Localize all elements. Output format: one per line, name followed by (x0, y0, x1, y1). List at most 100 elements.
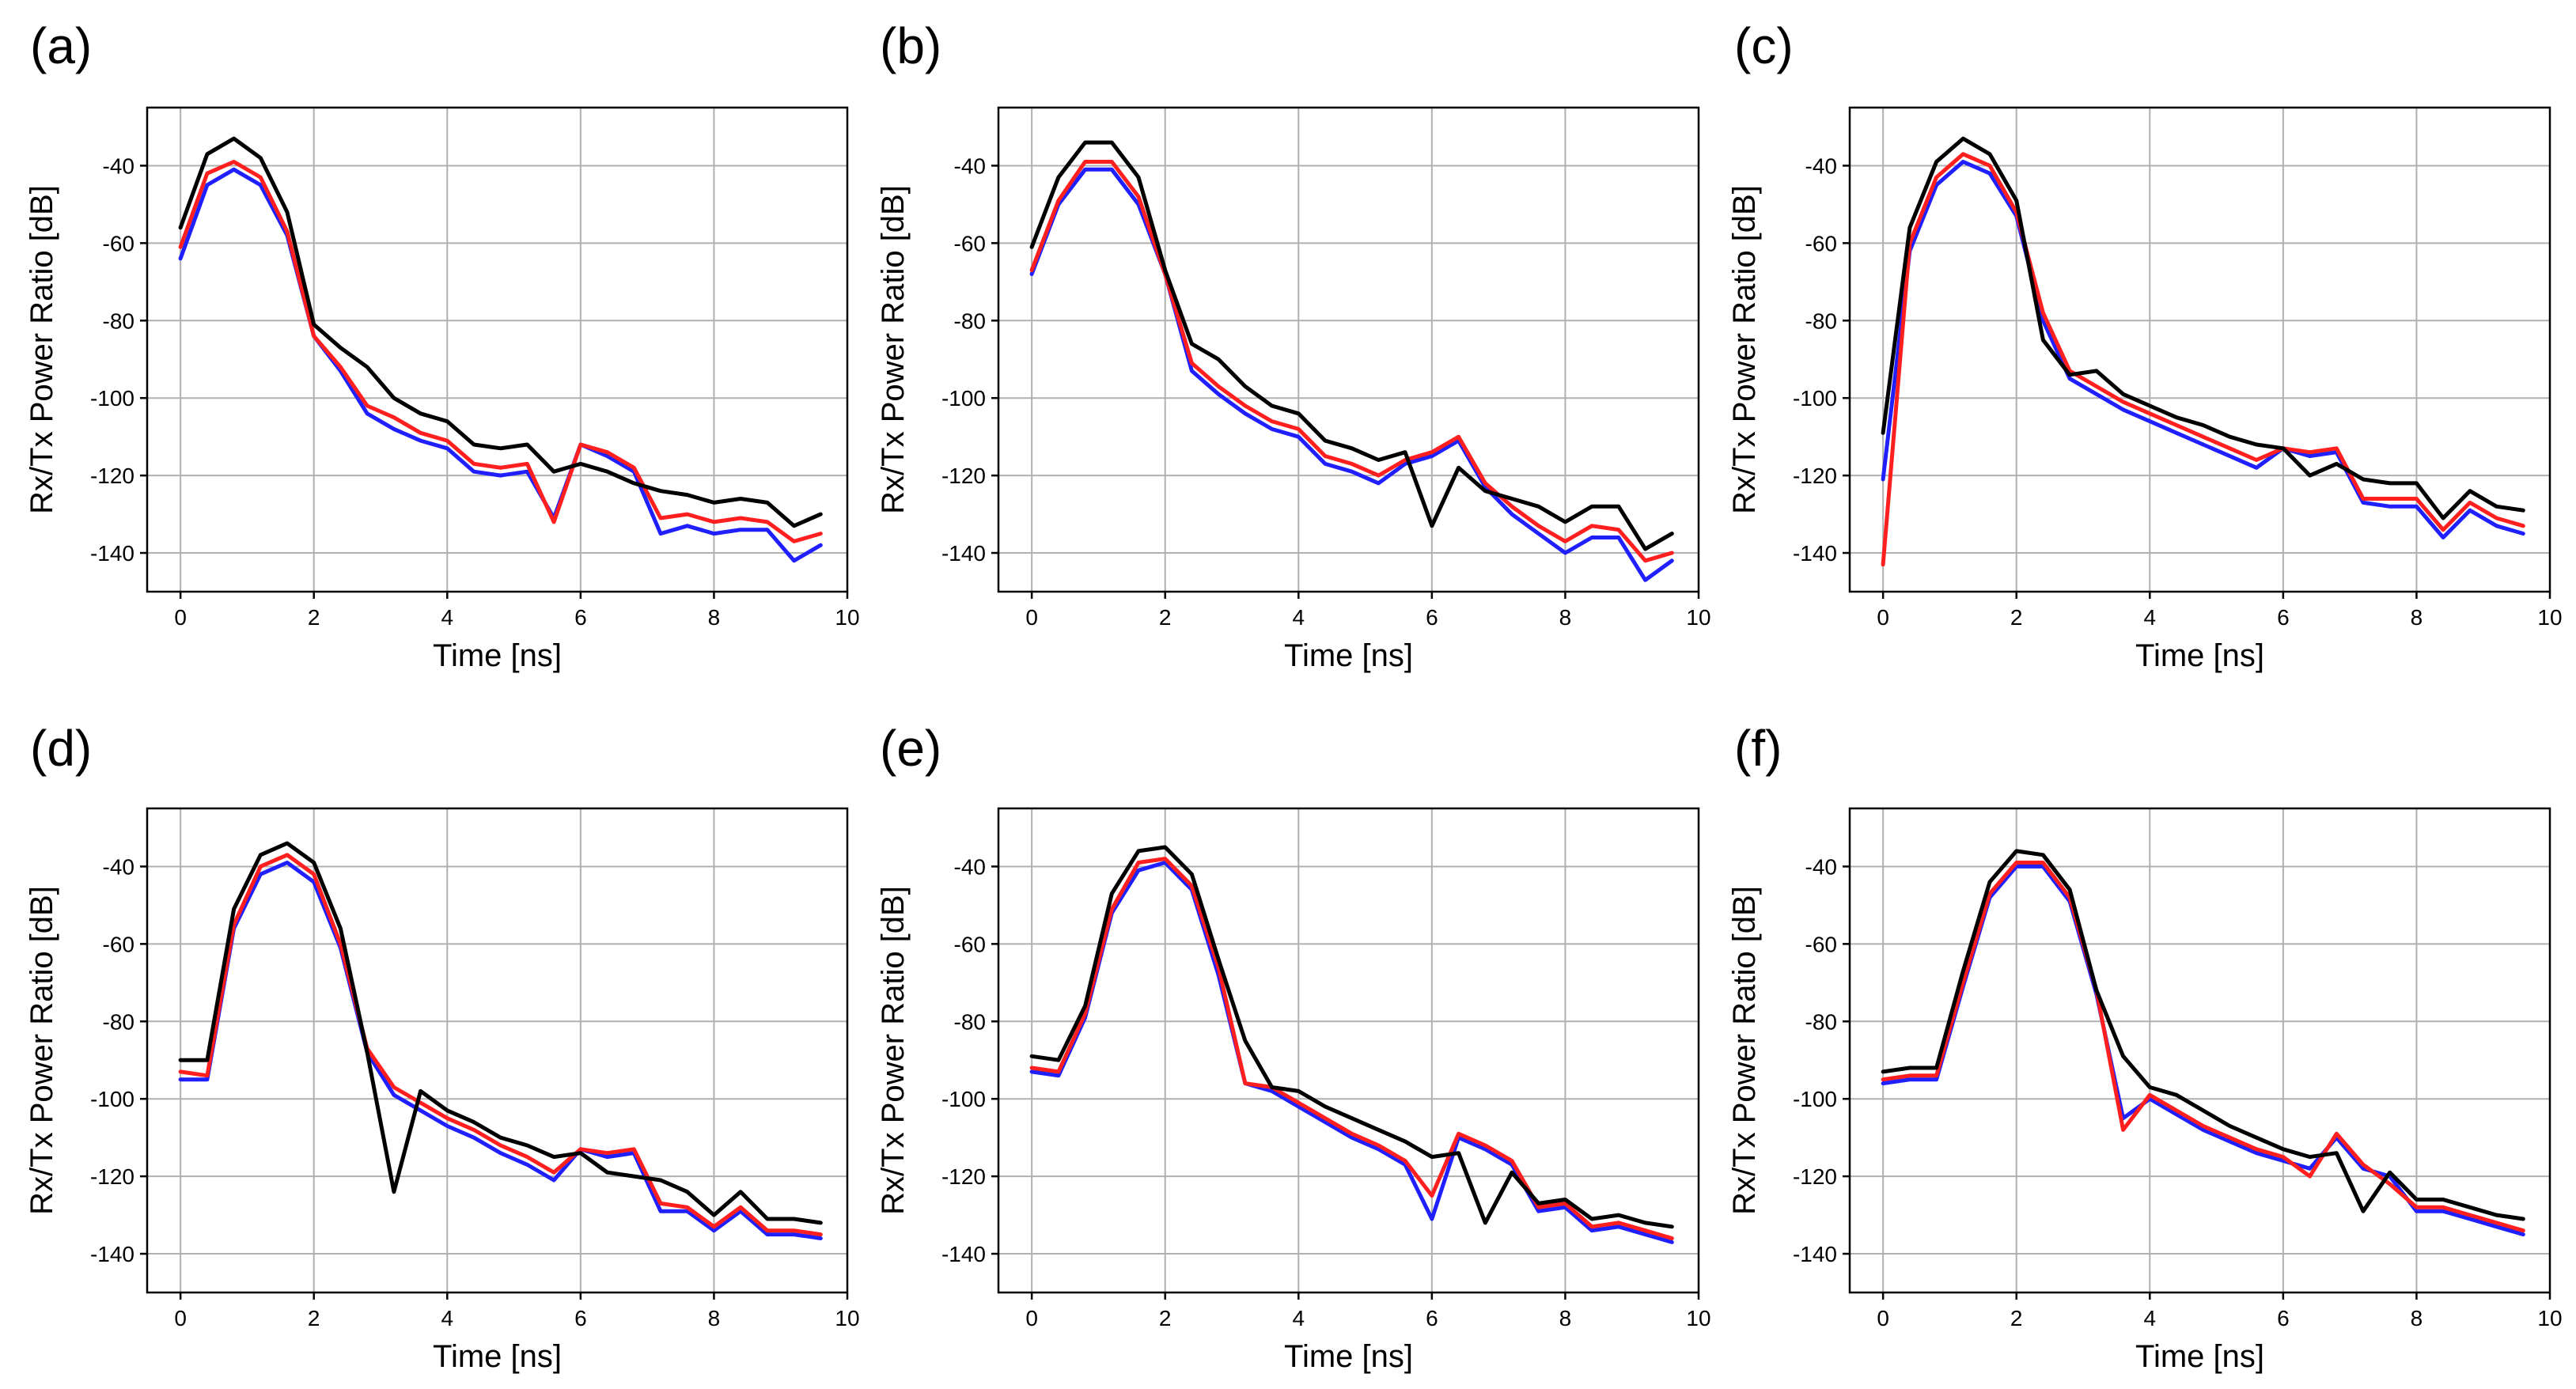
panel-label: (e) (880, 720, 941, 777)
x-tick-label: 6 (2277, 605, 2290, 630)
x-axis-label: Time [ns] (433, 1339, 562, 1374)
chart-panel-6: 0 2 4 6 8 10 -140 -120 -100 -80 -60 -40 Time [ns] Rx/… (1727, 720, 2563, 1374)
series-line-black (178, 841, 823, 1225)
x-tick-label: 4 (1292, 1306, 1305, 1330)
x-tick-label: 4 (441, 1306, 453, 1330)
x-tick-label: 8 (2411, 605, 2423, 630)
y-tick-label: -140 (1793, 1242, 1837, 1266)
series-line-black (178, 136, 823, 528)
plot-frame (146, 807, 849, 1294)
x-tick-label: 0 (1025, 605, 1038, 630)
x-tick-label: 2 (1159, 605, 1172, 630)
series-line-red (178, 853, 823, 1237)
y-tick-label: -120 (90, 464, 134, 488)
plot-frame (997, 106, 1700, 593)
chart-panel-2: 0 2 4 6 8 10 -140 -120 -100 -80 -60 -40 Time [ns] Rx/… (876, 17, 1711, 673)
y-tick-label: -120 (90, 1164, 134, 1189)
series-line-red (178, 160, 823, 543)
y-tick-label: -100 (1793, 1087, 1837, 1111)
y-tick-label: -140 (90, 541, 134, 566)
series-line-blue (178, 861, 823, 1240)
panel-label: (a) (30, 17, 92, 74)
panel-label: (b) (880, 17, 941, 74)
y-tick-label: -60 (1805, 932, 1837, 956)
plot-frame (997, 807, 1700, 1294)
y-tick-label: -120 (1793, 1164, 1837, 1189)
series-line-black (1029, 845, 1674, 1229)
y-tick-label: -100 (1793, 386, 1837, 411)
x-tick-label: 0 (174, 605, 187, 630)
x-tick-label: 6 (1426, 1306, 1438, 1330)
series-line-blue (1881, 160, 2525, 539)
x-tick-label: 8 (2411, 1306, 2423, 1330)
x-tick-label: 4 (1292, 605, 1305, 630)
x-axis-label: Time [ns] (2135, 638, 2264, 673)
y-tick-label: -120 (941, 1164, 986, 1189)
y-tick-label: -40 (1805, 854, 1837, 879)
x-tick-label: 0 (174, 1306, 187, 1330)
x-tick-label: 6 (574, 1306, 587, 1330)
y-tick-label: -80 (103, 1009, 134, 1034)
x-tick-label: 10 (2537, 1306, 2562, 1330)
y-axis-label: Rx/Tx Power Ratio [dB] (876, 185, 911, 514)
series-line-red (1029, 857, 1674, 1240)
series-line-red (1029, 160, 1674, 563)
x-axis-label: Time [ns] (1284, 1339, 1413, 1374)
x-tick-label: 10 (835, 1306, 859, 1330)
panel-label: (f) (1734, 720, 1782, 777)
y-tick-label: -60 (103, 932, 134, 956)
x-tick-label: 0 (1877, 605, 1889, 630)
plot-frame (146, 106, 849, 593)
x-tick-label: 6 (1426, 605, 1438, 630)
x-axis-label: Time [ns] (1284, 638, 1413, 673)
x-tick-label: 2 (2010, 605, 2023, 630)
x-tick-label: 10 (835, 605, 859, 630)
chart-panel-1: 0 2 4 6 8 10 -140 -120 -100 -80 -60 -40 Time [ns] Rx/… (25, 17, 860, 673)
y-tick-label: -140 (1793, 541, 1837, 566)
x-tick-label: 2 (2010, 1306, 2023, 1330)
x-tick-label: 10 (1686, 605, 1710, 630)
y-tick-label: -80 (1805, 1009, 1837, 1034)
y-tick-label: -100 (90, 1087, 134, 1111)
plot-frame (1848, 807, 2551, 1294)
series-line-black (1029, 140, 1674, 551)
series-line-black (1881, 136, 2525, 520)
x-axis-label: Time [ns] (2135, 1339, 2264, 1374)
x-tick-label: 6 (574, 605, 587, 630)
plot-frame (1848, 106, 2551, 593)
y-tick-label: -140 (941, 1242, 986, 1266)
x-tick-label: 8 (708, 605, 721, 630)
x-tick-label: 4 (2143, 605, 2156, 630)
y-axis-label: Rx/Tx Power Ratio [dB] (1727, 185, 1762, 514)
x-tick-label: 8 (1559, 1306, 1572, 1330)
y-tick-label: -60 (954, 231, 986, 255)
series-line-red (1881, 152, 2525, 567)
y-tick-label: -40 (103, 854, 134, 879)
x-tick-label: 2 (308, 1306, 320, 1330)
y-tick-label: -40 (1805, 153, 1837, 178)
x-tick-label: 2 (308, 605, 320, 630)
y-tick-label: -40 (103, 153, 134, 178)
x-axis-label: Time [ns] (433, 638, 562, 673)
series-line-red (1881, 861, 2525, 1233)
y-tick-label: -40 (954, 854, 986, 879)
x-tick-label: 10 (2537, 605, 2562, 630)
x-tick-label: 0 (1877, 1306, 1889, 1330)
series-line-blue (1029, 167, 1674, 582)
y-tick-label: -60 (103, 231, 134, 255)
x-tick-label: 2 (1159, 1306, 1172, 1330)
y-axis-label: Rx/Tx Power Ratio [dB] (25, 886, 59, 1215)
y-tick-label: -140 (90, 1242, 134, 1266)
y-tick-label: -80 (1805, 308, 1837, 333)
y-tick-label: -60 (1805, 231, 1837, 255)
y-axis-label: Rx/Tx Power Ratio [dB] (25, 185, 59, 514)
y-axis-label: Rx/Tx Power Ratio [dB] (1727, 886, 1762, 1215)
y-tick-label: -80 (103, 308, 134, 333)
x-tick-label: 0 (1025, 1306, 1038, 1330)
x-tick-label: 6 (2277, 1306, 2290, 1330)
x-tick-label: 4 (2143, 1306, 2156, 1330)
y-tick-label: -80 (954, 308, 986, 333)
y-tick-label: -80 (954, 1009, 986, 1034)
y-axis-label: Rx/Tx Power Ratio [dB] (876, 886, 911, 1215)
x-tick-label: 8 (708, 1306, 721, 1330)
